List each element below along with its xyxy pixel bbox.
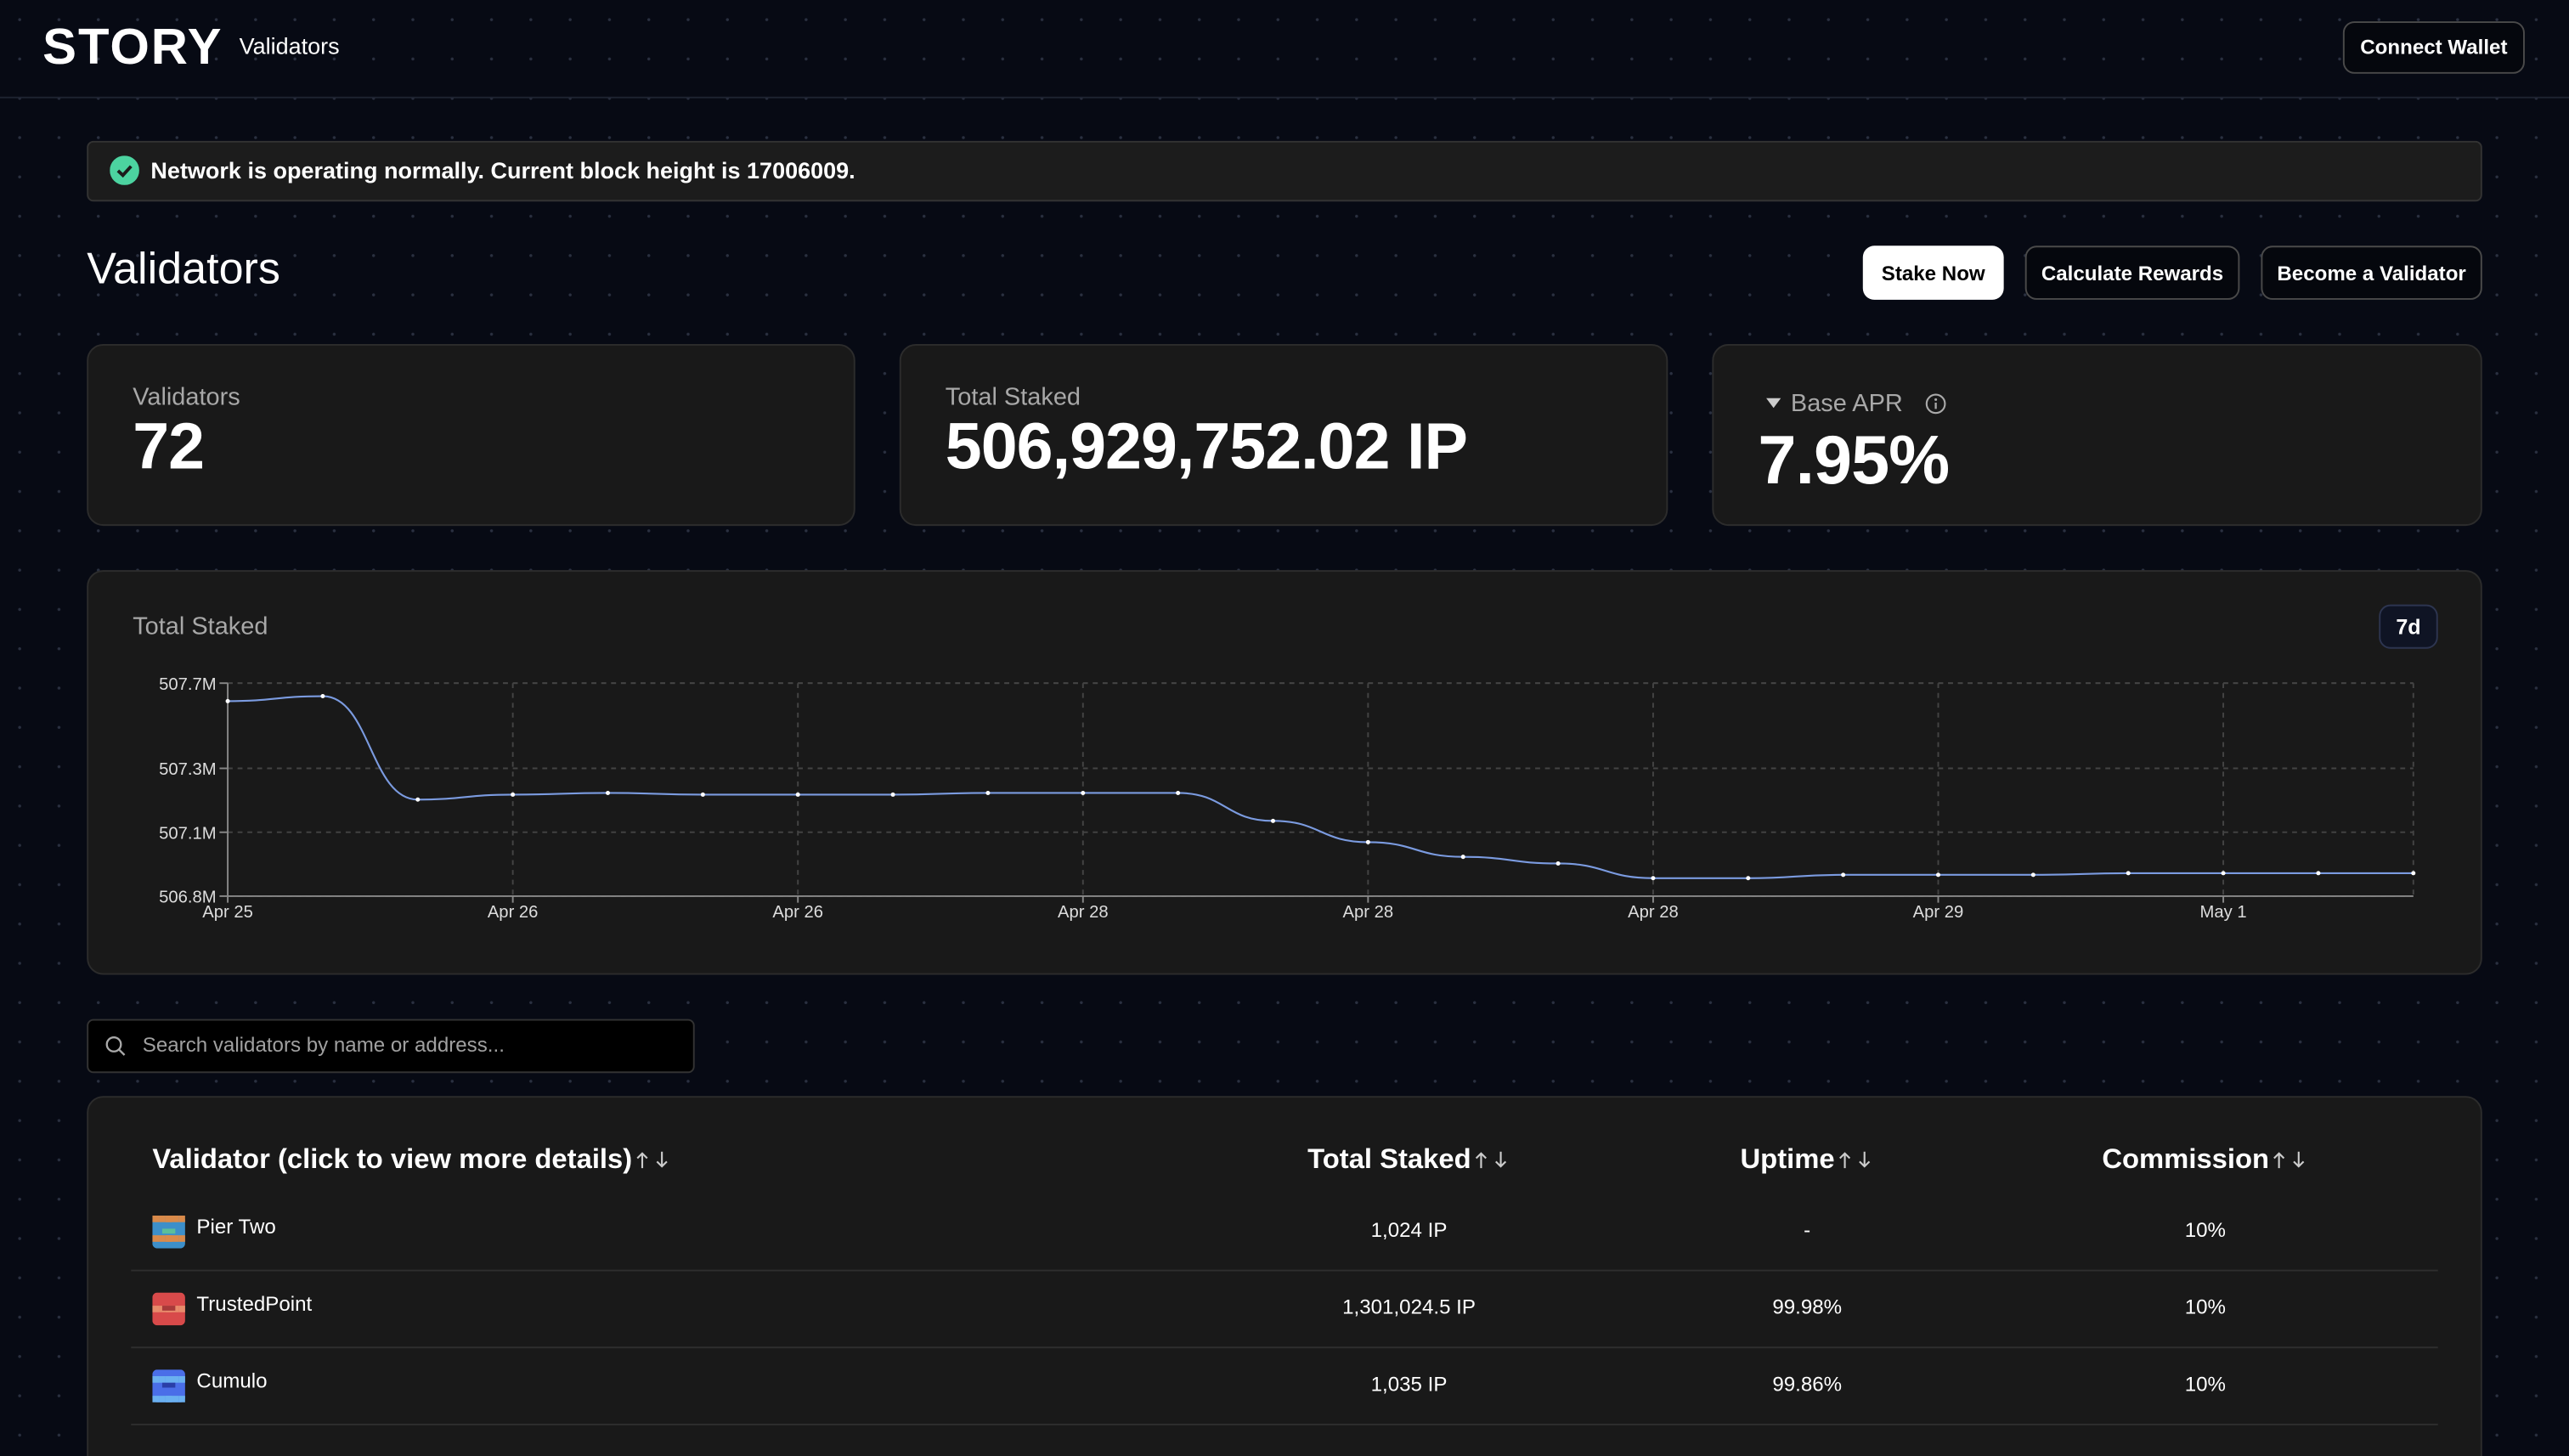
column-header[interactable]: Total Staked	[1163, 1142, 1655, 1177]
y-tick-label: 507.3M	[159, 760, 217, 779]
data-point	[605, 790, 611, 795]
x-tick-label: Apr 25	[202, 903, 253, 922]
data-point	[1556, 861, 1561, 866]
data-point	[2316, 871, 2321, 876]
row-separator	[131, 1423, 2438, 1425]
search-placeholder: Search validators by name or address...	[142, 1033, 505, 1057]
data-point	[1935, 872, 1941, 878]
page-title: Validators	[87, 244, 280, 294]
stake-now-button[interactable]: Stake Now	[1862, 245, 2004, 300]
status-banner	[87, 140, 2482, 202]
data-point	[1081, 790, 1086, 795]
range-button[interactable]: 7d	[2379, 604, 2438, 649]
y-tick-label: 507.7M	[159, 675, 217, 694]
data-point	[2221, 871, 2226, 876]
column-header[interactable]: Uptime	[1561, 1142, 2053, 1177]
stat-value: 7.95%	[1758, 420, 1950, 499]
x-tick-label: Apr 28	[1343, 903, 1394, 922]
data-point	[985, 790, 991, 795]
row-separator	[131, 1346, 2438, 1349]
validator-avatar	[152, 1292, 185, 1326]
stat-value: 506,929,752.02 IP	[945, 411, 1468, 483]
connect-wallet-button[interactable]: Connect Wallet	[2342, 21, 2525, 74]
data-point	[1176, 790, 1181, 795]
data-point	[700, 792, 705, 797]
validator-name[interactable]: Pier Two	[196, 1215, 276, 1239]
check-icon	[110, 155, 139, 185]
column-header[interactable]: Commission	[1960, 1142, 2452, 1177]
x-tick-label: Apr 26	[772, 903, 823, 922]
data-point	[890, 792, 895, 797]
header-text: Validator (click to view more details)	[152, 1143, 633, 1175]
data-point	[1365, 839, 1370, 844]
stat-label: Validators	[133, 383, 240, 412]
chart-card: Total Staked 7d 506.8M 507.1M 507.3M 507.7M…	[87, 570, 2482, 975]
x-tick-label: Apr 28	[1628, 903, 1679, 922]
stat-card: Validators 72	[87, 343, 855, 527]
table-cell: 99.86%	[1772, 1373, 1843, 1397]
logo[interactable]: STORY	[42, 18, 223, 76]
table-card	[87, 1096, 2482, 1456]
stat-card: Total Staked 506,929,752.02 IP	[899, 343, 1668, 527]
x-tick-label: May 1	[2200, 903, 2247, 922]
calculate-rewards-button[interactable]: Calculate Rewards	[2024, 245, 2240, 300]
data-point	[1270, 818, 1276, 823]
data-point	[1651, 876, 1656, 881]
table-cell: 10%	[2184, 1373, 2226, 1397]
y-tick-label: 506.8M	[159, 889, 217, 907]
header-text: Total Staked	[1307, 1143, 1471, 1175]
x-tick-label: Apr 26	[488, 903, 539, 922]
sort-icon[interactable]	[1475, 1150, 1510, 1170]
table-cell: 99.98%	[1772, 1295, 1843, 1319]
search-box[interactable]	[87, 1019, 695, 1074]
sort-icon[interactable]	[2273, 1150, 2308, 1170]
info-icon[interactable]	[1925, 393, 1946, 415]
search-icon	[105, 1036, 126, 1056]
data-point	[1841, 872, 1846, 878]
data-point	[225, 698, 230, 703]
status-text: Network is operating normally. Current b…	[150, 157, 855, 183]
table-cell: 1,301,024.5 IP	[1342, 1295, 1476, 1319]
x-tick-label: Apr 28	[1058, 903, 1109, 922]
table-cell: 1,024 IP	[1370, 1218, 1448, 1242]
data-point	[1746, 876, 1751, 881]
header-text: Uptime	[1740, 1143, 1835, 1175]
stat-label: Total Staked	[945, 383, 1081, 412]
chart: 506.8M 507.1M 507.3M 507.7M Apr 25 Apr 26 Apr …	[159, 675, 2416, 922]
sort-icon[interactable]	[635, 1150, 671, 1170]
data-point	[2126, 871, 2131, 876]
data-point	[320, 694, 325, 699]
stat-card: Base APR 7.95%	[1712, 343, 2482, 527]
validator-avatar	[152, 1215, 185, 1249]
series-line	[228, 695, 2414, 879]
column-header[interactable]: Validator (click to view more details)	[152, 1142, 671, 1177]
table-cell: 10%	[2184, 1218, 2226, 1242]
become-validator-button[interactable]: Become a Validator	[2261, 245, 2482, 300]
stat-value: 72	[133, 411, 205, 483]
validator-avatar	[152, 1369, 185, 1402]
data-point	[1460, 855, 1465, 860]
validator-name[interactable]: Cumulo	[196, 1369, 268, 1393]
stat-label: Base APR	[1790, 389, 1903, 418]
x-tick-label: Apr 29	[1913, 903, 1964, 922]
data-point	[2411, 871, 2416, 876]
nav-link[interactable]: Validators	[239, 32, 340, 59]
data-point	[2030, 872, 2035, 878]
table-cell: 10%	[2184, 1295, 2226, 1319]
y-tick-label: 507.1M	[159, 824, 217, 843]
validator-name[interactable]: TrustedPoint	[196, 1292, 313, 1316]
table-cell: 1,035 IP	[1370, 1373, 1448, 1397]
caret-icon[interactable]	[1765, 398, 1781, 409]
top-bar	[0, 0, 2569, 99]
header-text: Commission	[2102, 1143, 2270, 1175]
table-cell: -	[1804, 1218, 1811, 1242]
sort-icon[interactable]	[1838, 1150, 1873, 1170]
data-point	[511, 792, 516, 797]
data-point	[415, 797, 421, 802]
data-point	[795, 792, 800, 797]
chart-title: Total Staked	[133, 612, 268, 641]
row-separator	[131, 1269, 2438, 1272]
